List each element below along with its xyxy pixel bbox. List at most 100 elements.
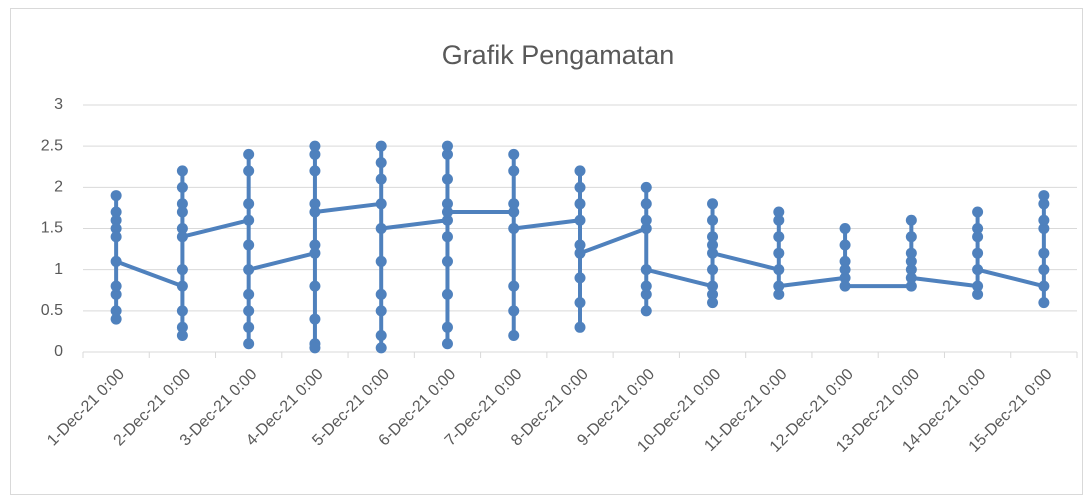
marker xyxy=(176,165,188,177)
marker xyxy=(1038,264,1050,276)
marker xyxy=(441,206,453,218)
marker xyxy=(707,247,719,259)
marker xyxy=(176,305,188,317)
marker xyxy=(176,280,188,292)
marker xyxy=(707,264,719,276)
marker xyxy=(243,198,255,210)
marker xyxy=(243,321,255,333)
marker xyxy=(375,157,387,169)
marker xyxy=(1038,297,1050,309)
marker xyxy=(773,231,785,243)
marker xyxy=(905,214,917,226)
marker xyxy=(773,264,785,276)
marker xyxy=(441,198,453,210)
marker xyxy=(839,255,851,267)
marker xyxy=(375,288,387,300)
marker xyxy=(640,214,652,226)
marker xyxy=(243,305,255,317)
marker xyxy=(110,255,122,267)
marker xyxy=(243,239,255,251)
marker xyxy=(243,214,255,226)
marker xyxy=(707,231,719,243)
marker xyxy=(1038,198,1050,210)
marker xyxy=(1038,280,1050,292)
marker xyxy=(773,206,785,218)
marker xyxy=(640,305,652,317)
marker xyxy=(441,255,453,267)
marker xyxy=(441,231,453,243)
marker xyxy=(1038,223,1050,234)
marker xyxy=(441,140,453,152)
marker xyxy=(508,198,520,210)
marker xyxy=(176,330,188,342)
marker xyxy=(375,140,387,152)
marker xyxy=(707,288,719,300)
marker xyxy=(905,231,917,243)
marker xyxy=(640,264,652,276)
marker xyxy=(243,264,255,276)
chart-title: Grafik Pengamatan xyxy=(442,40,675,70)
marker xyxy=(110,313,122,325)
marker xyxy=(110,223,122,234)
marker xyxy=(905,272,917,284)
marker xyxy=(508,165,520,177)
marker xyxy=(110,231,122,243)
marker xyxy=(839,264,851,276)
marker xyxy=(905,255,917,267)
marker xyxy=(640,223,652,234)
marker xyxy=(508,330,520,342)
marker xyxy=(640,181,652,193)
marker xyxy=(309,198,321,210)
marker xyxy=(176,198,188,210)
marker xyxy=(574,297,586,309)
marker xyxy=(243,148,255,160)
marker xyxy=(375,223,387,234)
marker xyxy=(574,198,586,210)
marker xyxy=(176,321,188,333)
marker xyxy=(972,280,984,292)
marker xyxy=(707,280,719,292)
marker xyxy=(508,206,520,218)
marker xyxy=(508,305,520,317)
marker xyxy=(441,288,453,300)
marker xyxy=(972,247,984,259)
marker xyxy=(110,214,122,226)
marker xyxy=(110,280,122,292)
marker xyxy=(972,264,984,276)
y-tick-label: 1 xyxy=(54,261,63,278)
marker xyxy=(176,223,188,234)
marker xyxy=(309,280,321,292)
marker xyxy=(441,148,453,160)
marker xyxy=(839,280,851,292)
marker xyxy=(773,280,785,292)
marker xyxy=(574,247,586,259)
marker xyxy=(309,239,321,251)
marker xyxy=(839,223,851,234)
marker xyxy=(508,223,520,234)
y-tick-label: 0.5 xyxy=(41,302,63,319)
marker xyxy=(905,247,917,259)
y-tick-label: 2.5 xyxy=(41,137,63,154)
marker xyxy=(839,239,851,251)
y-tick-label: 2 xyxy=(54,179,63,196)
marker xyxy=(176,181,188,193)
marker xyxy=(309,206,321,218)
marker xyxy=(309,247,321,259)
marker xyxy=(574,214,586,226)
marker xyxy=(309,148,321,160)
marker xyxy=(574,321,586,333)
marker xyxy=(1038,247,1050,259)
marker xyxy=(707,239,719,251)
marker xyxy=(640,198,652,210)
marker xyxy=(243,338,255,350)
marker xyxy=(574,165,586,177)
marker xyxy=(309,313,321,325)
marker xyxy=(574,272,586,284)
marker xyxy=(972,231,984,243)
marker xyxy=(243,288,255,300)
marker xyxy=(707,297,719,309)
marker xyxy=(773,288,785,300)
marker xyxy=(972,288,984,300)
marker xyxy=(972,206,984,218)
